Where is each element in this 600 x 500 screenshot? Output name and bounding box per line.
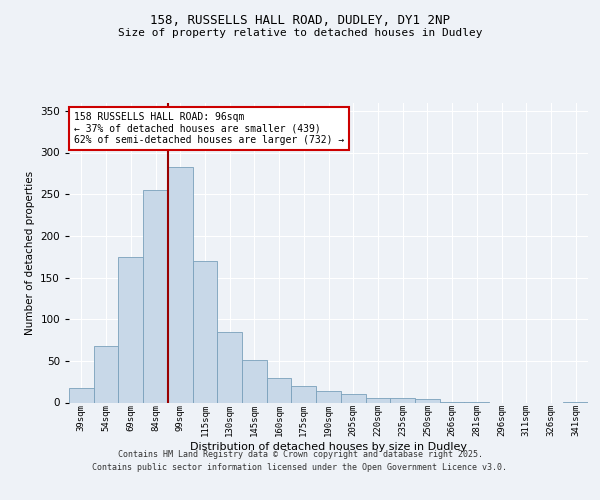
Text: 158, RUSSELLS HALL ROAD, DUDLEY, DY1 2NP: 158, RUSSELLS HALL ROAD, DUDLEY, DY1 2NP xyxy=(150,14,450,27)
Bar xyxy=(242,360,267,403)
Bar xyxy=(217,332,242,402)
Bar xyxy=(94,346,118,403)
Y-axis label: Number of detached properties: Number of detached properties xyxy=(25,170,35,334)
Bar xyxy=(118,256,143,402)
Bar xyxy=(292,386,316,402)
Bar xyxy=(143,190,168,402)
Bar xyxy=(69,388,94,402)
Text: Contains public sector information licensed under the Open Government Licence v3: Contains public sector information licen… xyxy=(92,462,508,471)
Bar xyxy=(316,391,341,402)
Bar xyxy=(267,378,292,402)
Bar xyxy=(390,398,415,402)
Bar xyxy=(365,398,390,402)
X-axis label: Distribution of detached houses by size in Dudley: Distribution of detached houses by size … xyxy=(190,442,467,452)
Bar xyxy=(341,394,365,402)
Text: Contains HM Land Registry data © Crown copyright and database right 2025.: Contains HM Land Registry data © Crown c… xyxy=(118,450,482,459)
Text: 158 RUSSELLS HALL ROAD: 96sqm
← 37% of detached houses are smaller (439)
62% of : 158 RUSSELLS HALL ROAD: 96sqm ← 37% of d… xyxy=(74,112,344,144)
Text: Size of property relative to detached houses in Dudley: Size of property relative to detached ho… xyxy=(118,28,482,38)
Bar xyxy=(415,399,440,402)
Bar xyxy=(193,261,217,402)
Bar xyxy=(168,166,193,402)
